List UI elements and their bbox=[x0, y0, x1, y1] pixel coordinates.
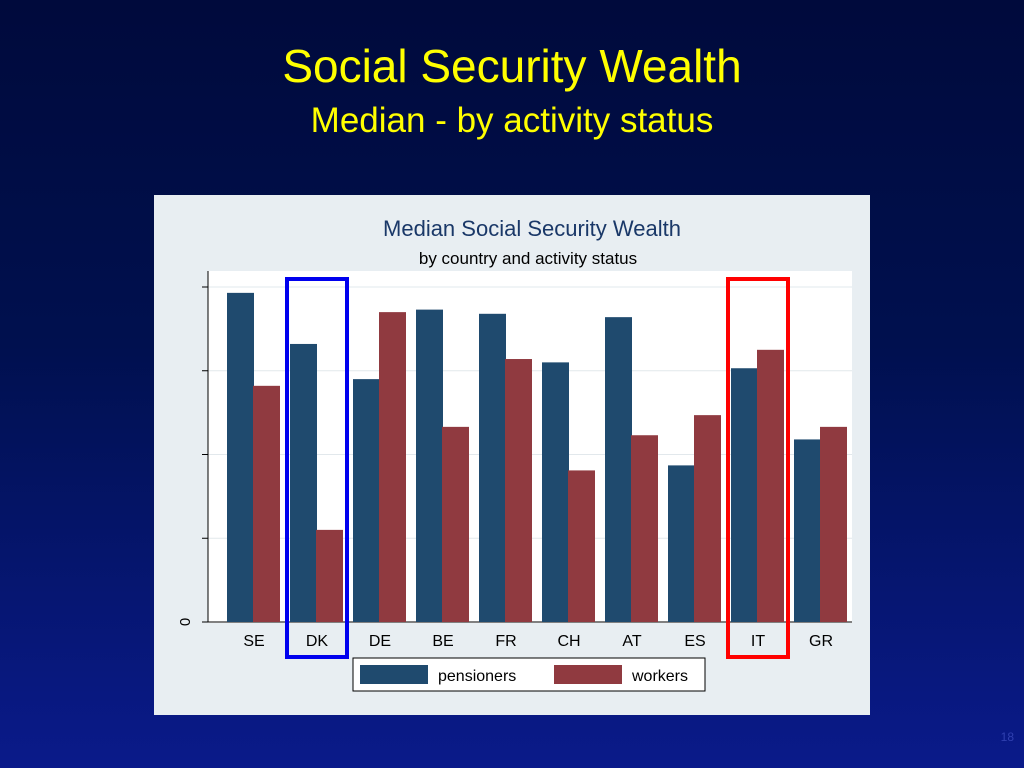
x-tick-label: GR bbox=[809, 633, 833, 650]
x-tick-label: DK bbox=[306, 633, 329, 650]
legend-swatch-pensioners bbox=[360, 665, 428, 684]
bar-workers-de bbox=[379, 312, 406, 622]
bar-workers-gr bbox=[820, 426, 847, 622]
slide-subtitle: Median - by activity status bbox=[310, 101, 714, 140]
legend: pensioners workers bbox=[352, 657, 706, 692]
slide-title: Social Security Wealth bbox=[282, 40, 742, 92]
x-tick-label: BE bbox=[432, 633, 453, 650]
highlight-box-it bbox=[726, 277, 790, 659]
x-tick-label: CH bbox=[557, 633, 580, 650]
bar-workers-ch bbox=[568, 470, 595, 622]
bar-pensioners-se bbox=[227, 292, 254, 622]
legend-swatch-workers bbox=[554, 665, 622, 684]
x-tick-label: AT bbox=[622, 633, 641, 650]
bar-pensioners-gr bbox=[794, 439, 821, 622]
bar-pensioners-be bbox=[416, 309, 443, 622]
bar-pensioners-at bbox=[605, 317, 632, 622]
bar-workers-fr bbox=[505, 359, 532, 622]
bar-pensioners-dk bbox=[290, 343, 317, 622]
x-tick-label: ES bbox=[684, 633, 705, 650]
page-number: 18 bbox=[1000, 730, 1014, 744]
y-tick-label: 0 bbox=[177, 618, 194, 626]
bar-workers-es bbox=[694, 415, 721, 622]
bar-pensioners-ch bbox=[542, 362, 569, 622]
bar-pensioners-it bbox=[731, 368, 758, 622]
legend-label-workers: workers bbox=[631, 668, 688, 685]
chart-subtitle: by country and activity status bbox=[419, 249, 637, 268]
x-tick-label: FR bbox=[495, 633, 516, 650]
x-tick-label: SE bbox=[243, 633, 264, 650]
x-tick-label: DE bbox=[369, 633, 391, 650]
bar-workers-se bbox=[253, 385, 280, 622]
bar-pensioners-es bbox=[668, 465, 695, 622]
bar-chart: Median Social Security Wealth by country… bbox=[177, 216, 852, 692]
bar-workers-dk bbox=[316, 529, 343, 622]
x-tick-label: IT bbox=[751, 633, 765, 650]
chart-title: Median Social Security Wealth bbox=[383, 216, 681, 241]
highlight-box-dk bbox=[285, 277, 349, 659]
legend-box bbox=[352, 657, 706, 692]
bar-workers-it bbox=[757, 349, 784, 622]
bar-workers-at bbox=[631, 435, 658, 622]
legend-label-pensioners: pensioners bbox=[438, 668, 516, 685]
bar-pensioners-de bbox=[353, 379, 380, 622]
bar-workers-be bbox=[442, 426, 469, 622]
chart-panel: Median Social Security Wealth by country… bbox=[154, 195, 870, 715]
bar-pensioners-fr bbox=[479, 313, 506, 622]
